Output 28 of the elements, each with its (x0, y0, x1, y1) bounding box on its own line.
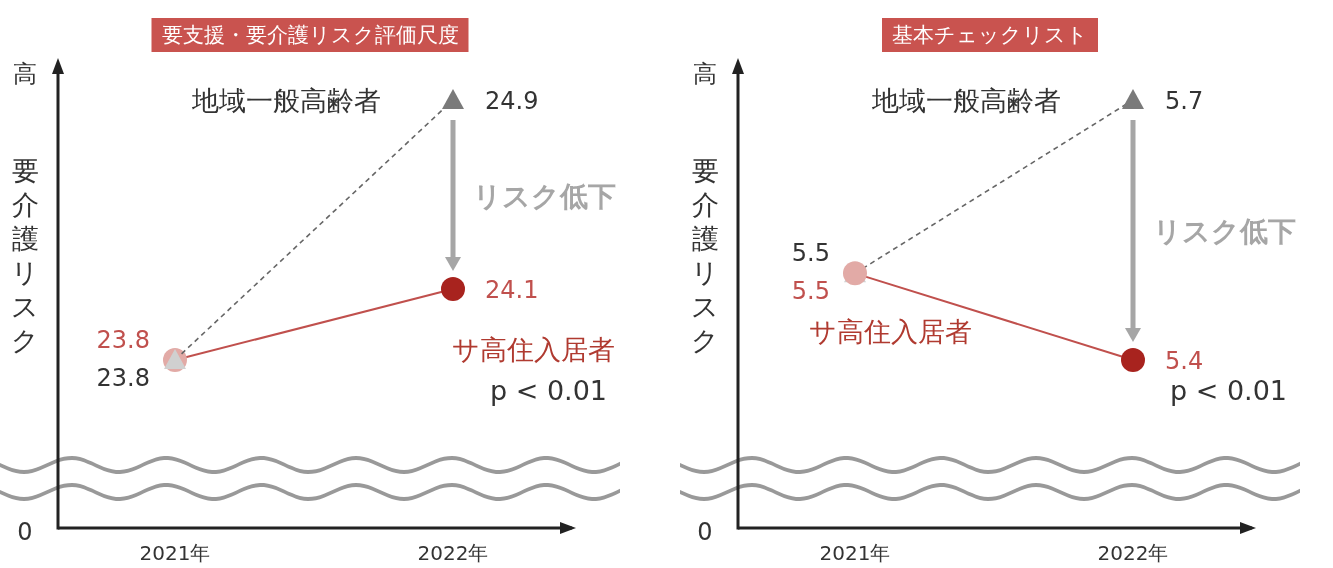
series-label: 地域一般高齢者 (870, 85, 1061, 116)
x-tick-label: 2021年 (819, 541, 891, 565)
data-label: 24.1 (485, 276, 539, 305)
x-tick-label: 2021年 (139, 541, 211, 565)
y-axis-title: 要介護リスク (691, 155, 719, 356)
data-label: 5.5 (791, 277, 830, 306)
series-label: 地域一般高齢者 (190, 85, 381, 116)
data-label: 24.9 (485, 87, 539, 115)
x-tick-label: 2022年 (1097, 541, 1169, 565)
y-axis-title: 要介護リスク (11, 155, 39, 356)
chart-title: 基本チェックリスト (892, 23, 1088, 47)
text: 高 (13, 60, 37, 88)
data-label: 5.4 (1165, 347, 1204, 375)
annotation: リスク低下 (473, 179, 616, 213)
text: 高 (693, 60, 717, 88)
text: 0 (17, 518, 33, 546)
text: p < 0.01 (490, 375, 608, 406)
data-label: 5.7 (1165, 87, 1204, 115)
annotation: リスク低下 (1153, 215, 1296, 248)
text: p < 0.01 (1170, 375, 1288, 406)
x-tick-label: 2022年 (417, 541, 489, 565)
data-label: 5.5 (791, 239, 830, 268)
text: 0 (697, 518, 713, 546)
data-label: 23.8 (96, 326, 150, 354)
series-label: サ高住入居者 (808, 316, 972, 348)
series-label: サ高住入居者 (451, 334, 615, 366)
chart-title: 要支援・要介護リスク評価尺度 (161, 23, 459, 47)
data-label: 23.8 (96, 364, 150, 392)
